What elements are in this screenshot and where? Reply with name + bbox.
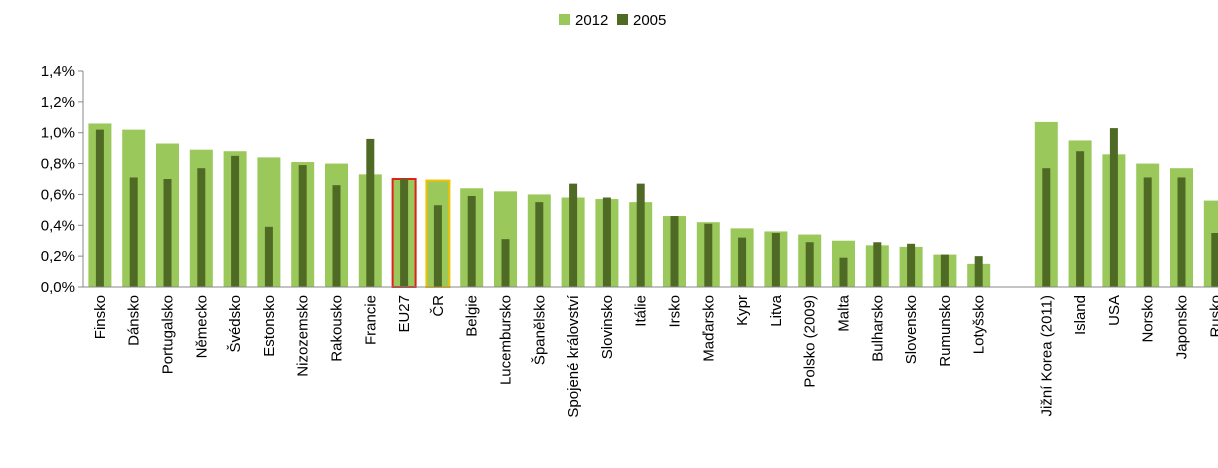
category-label: Španělsko (531, 295, 548, 365)
bar-2005 (129, 177, 138, 287)
bar-2005 (771, 233, 780, 287)
bar-2005 (366, 138, 375, 287)
category-label: ČR (430, 295, 447, 317)
category-label: Lucembursko (498, 295, 515, 385)
bar-2005 (636, 183, 645, 287)
bar-2005 (1076, 151, 1085, 287)
bar-2005 (940, 254, 949, 287)
bar-2005 (298, 165, 307, 287)
category-label: Lotyšsko (971, 295, 988, 354)
category-label: Slovinsko (599, 295, 616, 359)
category-label: Polsko (2009) (802, 295, 819, 388)
category-label: Německo (193, 295, 210, 358)
category-label: Itálie (633, 295, 650, 327)
y-tick-label: 1,2% (41, 94, 75, 111)
bar-2005 (974, 256, 983, 287)
bar-2005 (873, 242, 882, 287)
bar-2012 (257, 157, 281, 287)
bar-2005 (1109, 128, 1118, 287)
bar-2005 (907, 243, 916, 287)
bar-2005 (1177, 177, 1186, 287)
category-label: Rusko (1207, 295, 1218, 338)
bar-2005 (231, 155, 240, 287)
category-label: Litva (768, 294, 785, 326)
y-tick-label: 0,2% (41, 248, 75, 265)
category-label: Irsko (667, 295, 684, 328)
category-label: USA (1106, 295, 1123, 326)
category-label: Jižní Korea (2011) (1038, 295, 1055, 416)
bar-2005 (535, 202, 544, 287)
bar-2005 (501, 239, 510, 287)
category-label: Spojené království (565, 294, 582, 417)
bar-2005 (738, 237, 747, 287)
category-label: Malta (836, 294, 853, 331)
category-label: Maďarsko (700, 295, 717, 362)
category-label: Estonsko (261, 295, 278, 357)
bars (88, 121, 1218, 289)
bar-2012 (494, 191, 517, 287)
bar-2005 (704, 223, 713, 287)
bar-2005 (163, 179, 172, 287)
legend-swatch-2005 (617, 14, 628, 25)
bar-2005 (332, 185, 341, 287)
y-tick-label: 1,0% (41, 125, 75, 142)
bar-2005 (1143, 177, 1152, 287)
bar-2005 (1042, 168, 1051, 287)
y-tick-label: 0,6% (41, 186, 75, 203)
bar-2005 (95, 129, 104, 287)
bar-2005 (197, 168, 206, 287)
category-label: Francie (362, 295, 379, 345)
category-label: Japonsko (1174, 295, 1191, 359)
bar-2005 (433, 205, 442, 287)
category-label: Švédsko (227, 295, 244, 353)
y-tick-label: 1,4% (41, 63, 75, 80)
bar-2005 (805, 242, 814, 287)
bar-2005 (264, 226, 273, 287)
category-label: Nizozemsko (295, 295, 312, 377)
bar-2005 (400, 179, 409, 287)
category-label: Portugalsko (160, 295, 177, 374)
category-label: Norsko (1140, 295, 1157, 343)
y-tick-label: 0,8% (41, 156, 75, 173)
bar-2005 (569, 183, 578, 287)
y-tick-label: 0,0% (41, 279, 75, 296)
category-label: Rumunsko (937, 295, 954, 367)
bar-2005 (670, 216, 679, 287)
x-axis: Finsko Dánsko Portugalsko Německo Švédsko Est… (83, 286, 1218, 418)
category-label: EU27 (396, 295, 413, 333)
bar-2005 (602, 197, 611, 287)
y-tick-label: 0,4% (41, 217, 75, 234)
bar-2005 (839, 257, 848, 287)
bar-2005 (1211, 233, 1218, 287)
category-label: Finsko (92, 295, 109, 339)
legend: 2012 2005 (559, 12, 666, 29)
legend-swatch-2012 (559, 14, 570, 25)
category-label: Bulharsko (869, 295, 886, 362)
legend-label-2005: 2005 (633, 12, 666, 29)
bar-2005 (467, 195, 476, 287)
category-label: Slovensko (903, 295, 920, 364)
category-label: Rakousko (329, 295, 346, 362)
category-label: Belgie (464, 295, 481, 337)
y-axis: 0,0% 0,2% 0,4% 0,6% 0,8% 1,0% 1,2% 1,4% (41, 63, 84, 296)
category-label: Dánsko (126, 295, 143, 346)
category-label: Island (1072, 295, 1089, 335)
legend-label-2012: 2012 (575, 12, 608, 29)
category-label: Kypr (734, 295, 751, 326)
